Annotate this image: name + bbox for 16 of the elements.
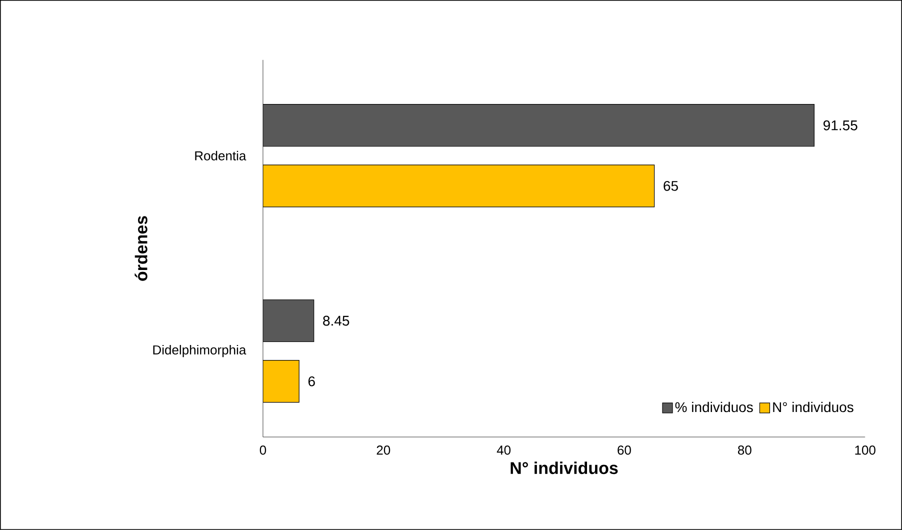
y-axis-title: órdenes <box>134 216 148 281</box>
x-axis-title: N° individuos <box>510 462 618 474</box>
data-label: 65 <box>664 181 678 191</box>
x-tick-label: 60 <box>618 446 631 455</box>
x-tick-label: 0 <box>260 446 266 455</box>
x-tick-label: 80 <box>738 446 752 455</box>
legend-label: N° individuos <box>773 402 854 412</box>
data-label: 8.45 <box>323 316 350 326</box>
legend-label: % individuos <box>675 402 753 412</box>
x-tick-label: 20 <box>376 446 390 455</box>
y-tick-label: Rodentia <box>195 150 246 160</box>
y-tick-label: Didelphimorphia <box>153 345 246 358</box>
x-tick-label: 100 <box>855 446 876 455</box>
data-label: 6 <box>308 376 315 386</box>
data-label: 91.55 <box>824 120 858 130</box>
x-tick-label: 40 <box>496 446 511 455</box>
